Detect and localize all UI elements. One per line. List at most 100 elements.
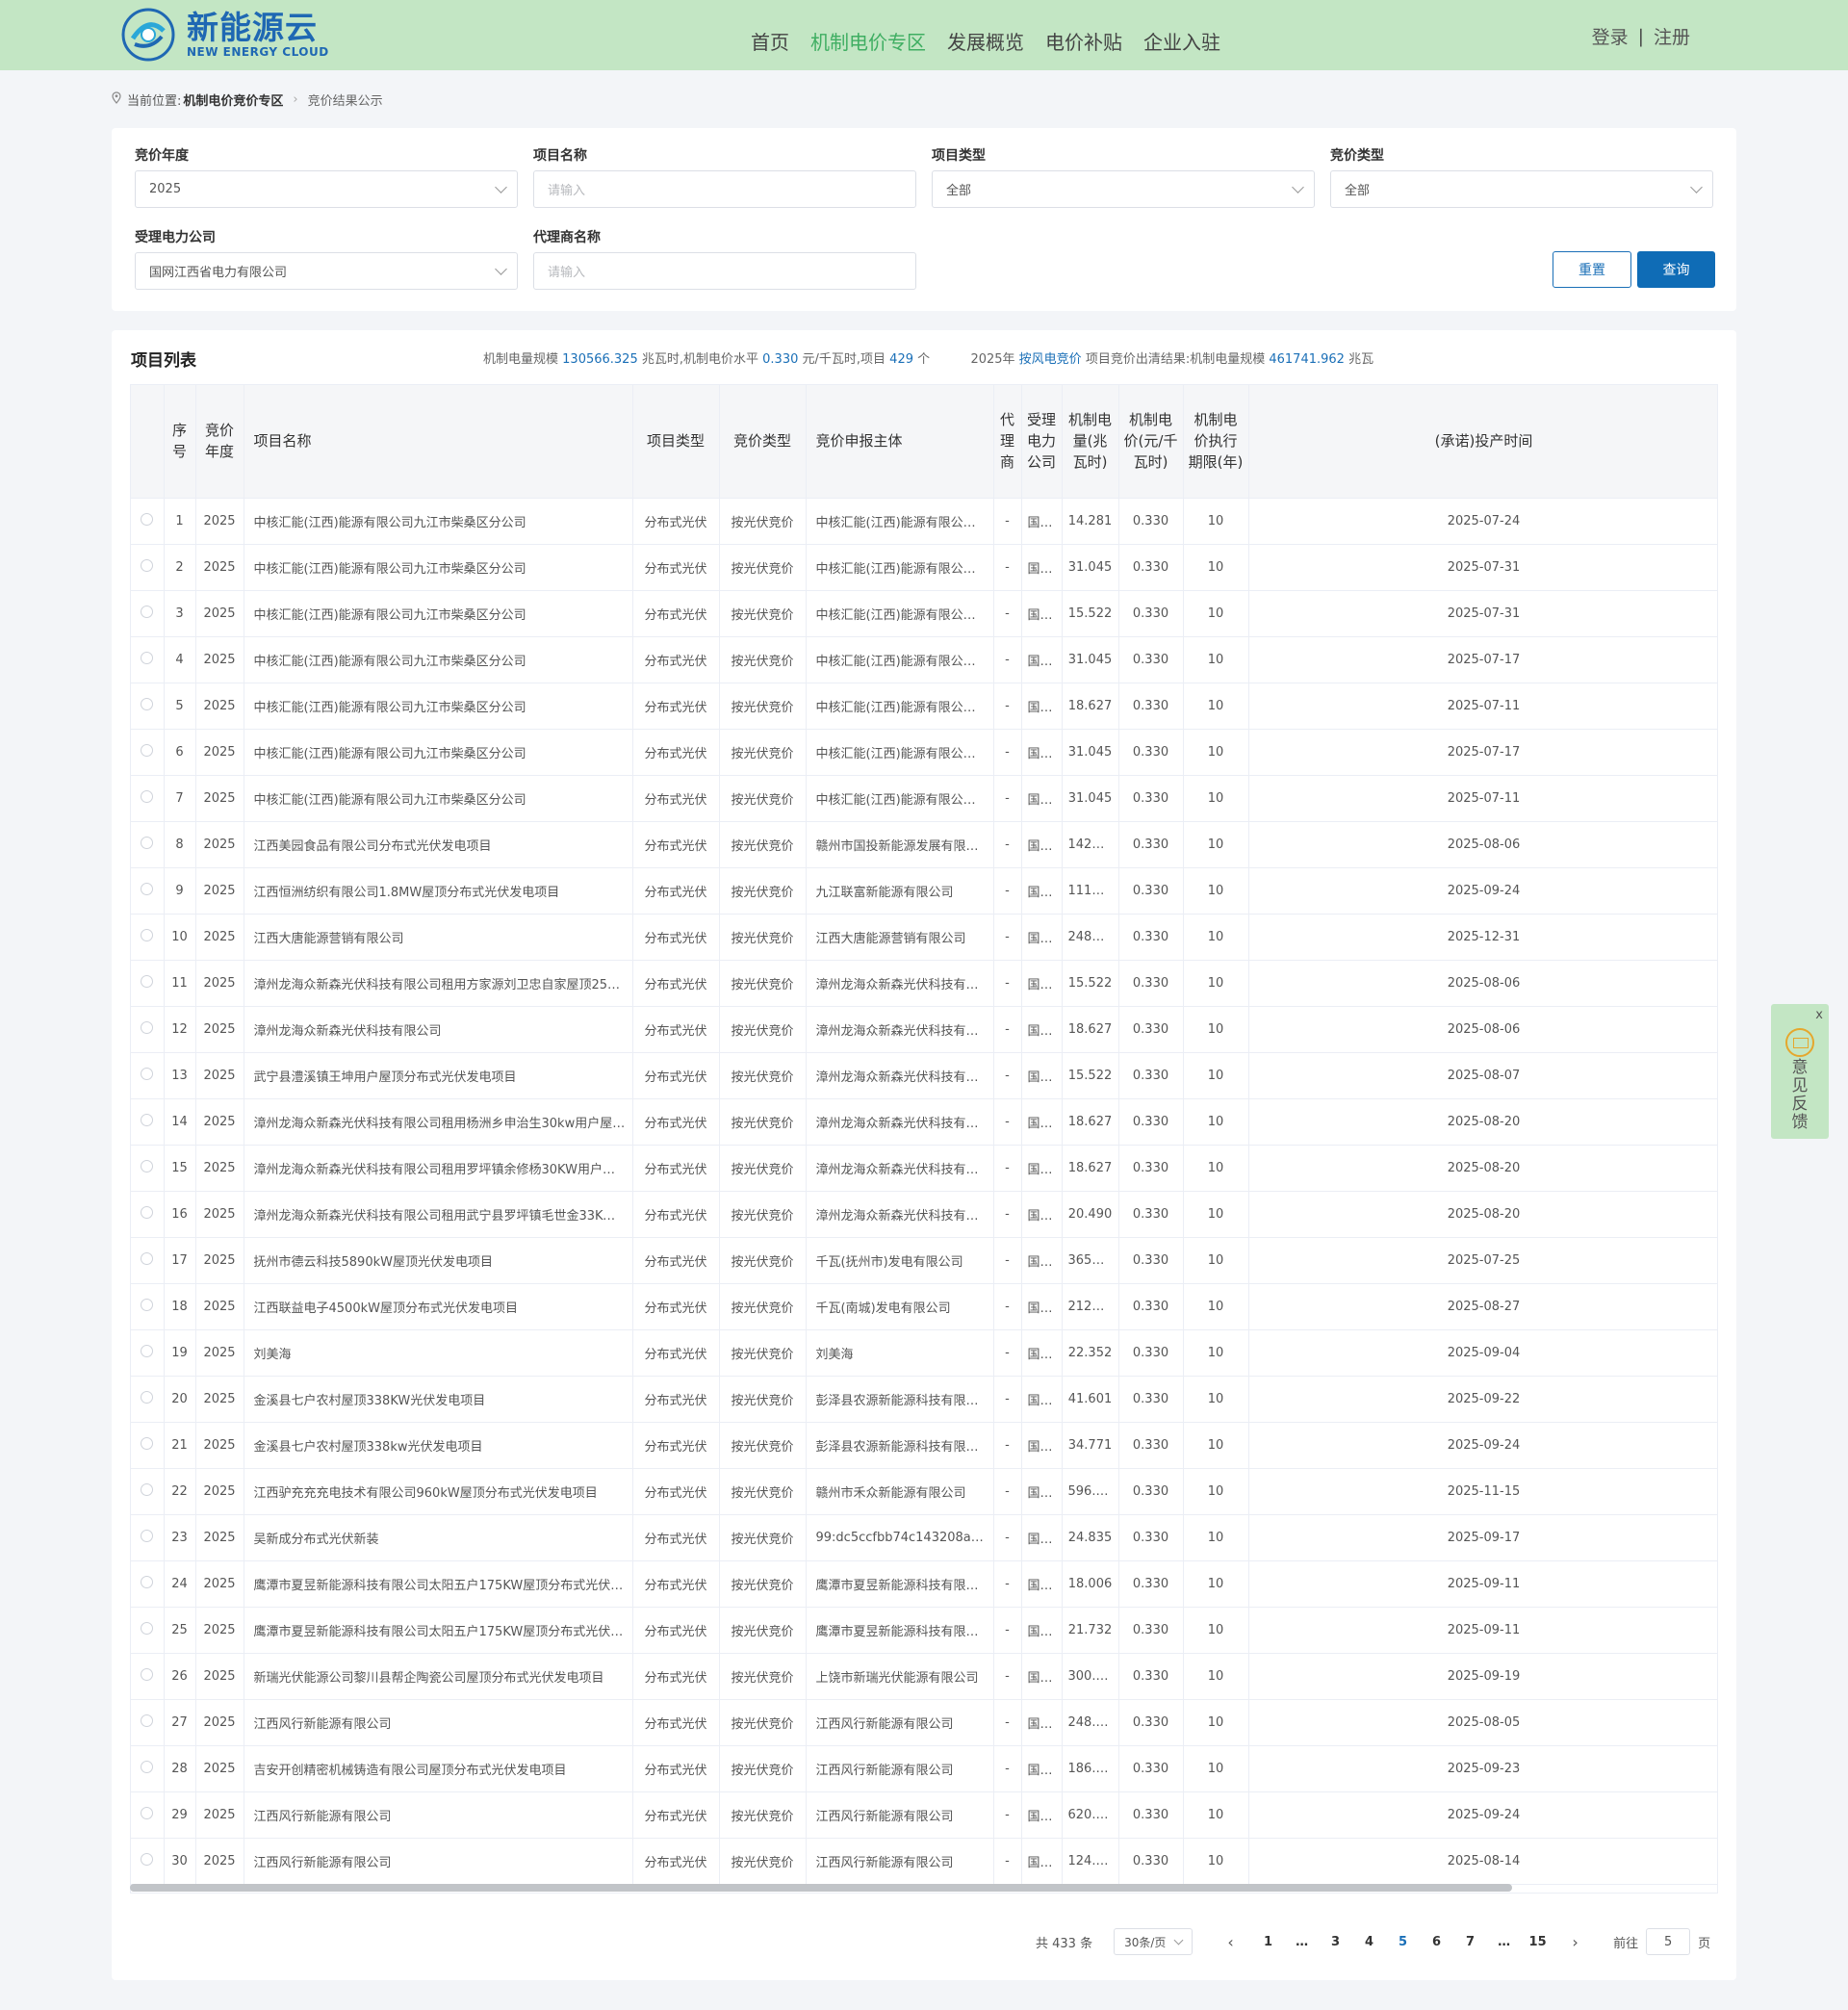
table-row[interactable]: 21 2025 金溪县七户农村屋顶338kw光伏发电项目 分布式光伏 按光伏竞价 彭泽县农… bbox=[131, 1422, 1717, 1469]
register-link[interactable]: 注册 bbox=[1653, 27, 1690, 48]
page-number[interactable]: 3 bbox=[1331, 1934, 1341, 1949]
row-radio[interactable] bbox=[141, 743, 154, 757]
location-icon bbox=[112, 91, 121, 108]
row-radio[interactable] bbox=[141, 1205, 154, 1219]
table-row[interactable]: 162025漳州龙海众新森光伏科技有限公司租用武宁县罗坪镇毛世金33KW用户屋顶… bbox=[131, 1191, 1717, 1238]
goto-page-input[interactable]: 5 bbox=[1646, 1928, 1691, 1955]
project-name-input[interactable]: 请输入 bbox=[533, 170, 916, 208]
row-radio[interactable] bbox=[141, 1113, 154, 1126]
table-row[interactable]: 15 2025 漳州龙海众新森光伏科技有限公司租用罗坪镇余修杨30KW用户屋顶 分布式… bbox=[131, 1145, 1717, 1192]
row-radio[interactable] bbox=[141, 1806, 154, 1819]
row-radio[interactable] bbox=[141, 928, 154, 941]
reset-button[interactable]: 重置 bbox=[1553, 251, 1631, 288]
page-number[interactable]: 4 bbox=[1365, 1934, 1374, 1949]
table-row[interactable]: 26 2025 新瑞光伏能源公司黎川县帮企陶瓷公司屋顶分布式光伏发电项目 分布式光伏按… bbox=[131, 1653, 1717, 1700]
table-cell: 12 bbox=[164, 1006, 196, 1053]
row-radio[interactable] bbox=[141, 1159, 154, 1172]
query-button[interactable]: 查询 bbox=[1637, 251, 1715, 288]
table-row[interactable]: 29 2025 江西风行新能源有限公司 分布式光伏 按光伏竞价 江西风行新能源有限公司 - 国… bbox=[131, 1791, 1717, 1839]
table-row[interactable]: 24 2025 鹰潭市夏昱新能源科技有限公司太阳五户175KW屋顶分布式光伏发电项目… bbox=[131, 1560, 1717, 1608]
row-radio[interactable] bbox=[141, 651, 154, 664]
nav-item[interactable]: 首页 bbox=[751, 31, 789, 54]
row-radio[interactable] bbox=[141, 974, 154, 988]
page-ellipsis[interactable]: … bbox=[1498, 1934, 1511, 1949]
row-radio[interactable] bbox=[141, 789, 154, 803]
page-number[interactable]: 15 bbox=[1528, 1934, 1547, 1949]
nav-item[interactable]: 发展概览 bbox=[947, 31, 1024, 54]
login-link[interactable]: 登录 bbox=[1591, 27, 1629, 48]
table-row[interactable]: 4 2025 中核汇能(江西)能源有限公司九江市柴桑区分公司 分布式光伏 按光伏竞价 中核… bbox=[131, 636, 1717, 683]
table-row[interactable]: 8 2025 江西美园食品有限公司分布式光伏发电项目 分布式光伏 按光伏竞价 赣州市国投新… bbox=[131, 821, 1717, 868]
row-radio[interactable] bbox=[141, 1760, 154, 1773]
table-row[interactable]: 28 2025 吉安开创精密机械铸造有限公司屋顶分布式光伏发电项目 分布式光伏 按光伏竞… bbox=[131, 1745, 1717, 1792]
nav-item[interactable]: 企业入驻 bbox=[1143, 31, 1220, 54]
table-row[interactable]: 14 2025 漳州龙海众新森光伏科技有限公司租用杨洲乡申治生30kw用户屋顶 分布式… bbox=[131, 1098, 1717, 1146]
row-radio[interactable] bbox=[141, 1390, 154, 1404]
nav-item[interactable]: 电价补贴 bbox=[1045, 31, 1122, 54]
horizontal-scrollbar[interactable] bbox=[130, 1884, 1512, 1892]
row-radio[interactable] bbox=[141, 1621, 154, 1635]
row-radio[interactable] bbox=[141, 882, 154, 895]
table-row[interactable]: 18 2025 江西联益电子4500kW屋顶分布式光伏发电项目 分布式光伏 按光伏竞价千… bbox=[131, 1283, 1717, 1330]
table-row[interactable]: 6 2025 中核汇能(江西)能源有限公司九江市柴桑区分公司 分布式光伏 按光伏竞价 中核… bbox=[131, 729, 1717, 776]
table-row[interactable]: 3 2025 中核汇能(江西)能源有限公司九江市柴桑区分公司 分布式光伏 按光伏竞价 中核… bbox=[131, 590, 1717, 637]
row-radio[interactable] bbox=[141, 1344, 154, 1357]
feedback-widget[interactable]: x 意见反馈 bbox=[1771, 1004, 1829, 1139]
row-radio[interactable] bbox=[141, 558, 154, 572]
table-row[interactable]: 192025刘美海分布式光伏按光伏竞价刘美海-国网江西省电力有限公司22.352… bbox=[131, 1329, 1717, 1377]
table-row[interactable]: 22 2025 江西驴充充充电技术有限公司960kW屋顶分布式光伏发电项目 分布式光伏… bbox=[131, 1468, 1717, 1515]
table-row[interactable]: 5 2025 中核汇能(江西)能源有限公司九江市柴桑区分公司 分布式光伏 按光伏竞价 中核… bbox=[131, 683, 1717, 730]
table-cell: - bbox=[993, 1006, 1022, 1053]
table-row[interactable]: 2 2025 中核汇能(江西)能源有限公司九江市柴桑区分公司 分布式光伏 按光伏竞价 中核… bbox=[131, 544, 1717, 591]
row-radio[interactable] bbox=[141, 512, 154, 526]
row-radio[interactable] bbox=[141, 1482, 154, 1496]
logo[interactable]: 新能源云 NEW ENERGY CLOUD bbox=[119, 6, 329, 64]
row-radio[interactable] bbox=[141, 1667, 154, 1681]
table-row[interactable]: 17 2025 抚州市德云科技5890kW屋顶光伏发电项目 分布式光伏 按光伏竞价 千瓦(… bbox=[131, 1237, 1717, 1284]
table-row[interactable]: 12 2025 漳州龙海众新森光伏科技有限公司 分布式光伏 按光伏竞价 漳州龙海众新森光伏… bbox=[131, 1006, 1717, 1053]
year-select[interactable]: 2025 bbox=[135, 170, 518, 208]
project-type-select[interactable]: 全部 bbox=[932, 170, 1315, 208]
page-ellipsis[interactable]: … bbox=[1296, 1934, 1309, 1949]
table-row[interactable]: 23 2025 吴新成分布式光伏新装 分布式光伏 按光伏竞价 99:dc5ccfbb74c… bbox=[131, 1514, 1717, 1561]
table-cell: 漳州龙海众新森光伏科技有限公司 bbox=[806, 1191, 994, 1238]
agent-name-input[interactable]: 请输入 bbox=[533, 252, 916, 290]
table-row[interactable]: 30 2025 江西风行新能源有限公司 分布式光伏 按光伏竞价 江西风行新能源有限公司 - 国… bbox=[131, 1838, 1717, 1885]
table-row[interactable]: 13 2025 武宁县澧溪镇王坤用户屋顶分布式光伏发电项目 分布式光伏 按光伏竞价 漳州龙… bbox=[131, 1052, 1717, 1099]
power-company-select[interactable]: 国网江西省电力有限公司 bbox=[135, 252, 518, 290]
table-row[interactable]: 11 2025 漳州龙海众新森光伏科技有限公司租用方家源刘卫忠自家屋顶25kv 分布式… bbox=[131, 960, 1717, 1007]
nav-item[interactable]: 机制电价专区 bbox=[810, 31, 926, 54]
table-cell: 千瓦(南城)发电有限公司 bbox=[806, 1283, 994, 1330]
row-radio[interactable] bbox=[141, 1067, 154, 1080]
row-radio[interactable] bbox=[141, 1575, 154, 1588]
bid-type-select[interactable]: 全部 bbox=[1330, 170, 1713, 208]
row-radio[interactable] bbox=[141, 697, 154, 710]
page-number[interactable]: 1 bbox=[1264, 1934, 1273, 1949]
page-number[interactable]: 6 bbox=[1432, 1934, 1442, 1949]
page-number[interactable]: 7 bbox=[1466, 1934, 1476, 1949]
prev-page-button[interactable]: ‹ bbox=[1227, 1932, 1234, 1951]
table-cell: 国网江西省电力有限公司 bbox=[1021, 729, 1063, 776]
next-page-button[interactable]: › bbox=[1572, 1932, 1578, 1951]
row-radio[interactable] bbox=[141, 1714, 154, 1727]
close-icon[interactable]: x bbox=[1815, 1008, 1823, 1022]
row-radio[interactable] bbox=[141, 1298, 154, 1311]
row-radio[interactable] bbox=[141, 605, 154, 618]
table-row[interactable]: 7 2025 中核汇能(江西)能源有限公司九江市柴桑区分公司 分布式光伏 按光伏竞价 中核… bbox=[131, 775, 1717, 822]
row-radio[interactable] bbox=[141, 836, 154, 849]
row-radio[interactable] bbox=[141, 1251, 154, 1265]
row-radio[interactable] bbox=[141, 1852, 154, 1866]
table-row[interactable]: 9 2025 江西恒洲纺织有限公司1.8MW屋顶分布式光伏发电项目 分布式光伏 按光伏竞… bbox=[131, 867, 1717, 915]
row-radio[interactable] bbox=[141, 1529, 154, 1542]
table-row[interactable]: 25 2025 鹰潭市夏昱新能源科技有限公司太阳五户175KW屋顶分布式光伏发电项目… bbox=[131, 1607, 1717, 1654]
table-row[interactable]: 27 2025 江西风行新能源有限公司 分布式光伏 按光伏竞价 江西风行新能源有限公司 - 国… bbox=[131, 1699, 1717, 1746]
table-row[interactable]: 1 2025 中核汇能(江西)能源有限公司九江市柴桑区分公司 分布式光伏 按光伏竞价 中核… bbox=[131, 498, 1717, 545]
breadcrumb-current[interactable]: 机制电价竞价专区 bbox=[183, 94, 284, 109]
table-cell: 分布式光伏 bbox=[632, 683, 720, 730]
row-radio[interactable] bbox=[141, 1020, 154, 1034]
table-row[interactable]: 20 2025 金溪县七户农村屋顶338KW光伏发电项目 分布式光伏 按光伏竞价 彭泽县农… bbox=[131, 1376, 1717, 1423]
row-radio[interactable] bbox=[141, 1436, 154, 1450]
table-row[interactable]: 10 2025 江西大唐能源营销有限公司 分布式光伏 按光伏竞价 江西大唐能源营销有限公司… bbox=[131, 914, 1717, 961]
page-size-select[interactable]: 30条/页 bbox=[1114, 1928, 1194, 1955]
page-number[interactable]: 5 bbox=[1399, 1934, 1408, 1949]
